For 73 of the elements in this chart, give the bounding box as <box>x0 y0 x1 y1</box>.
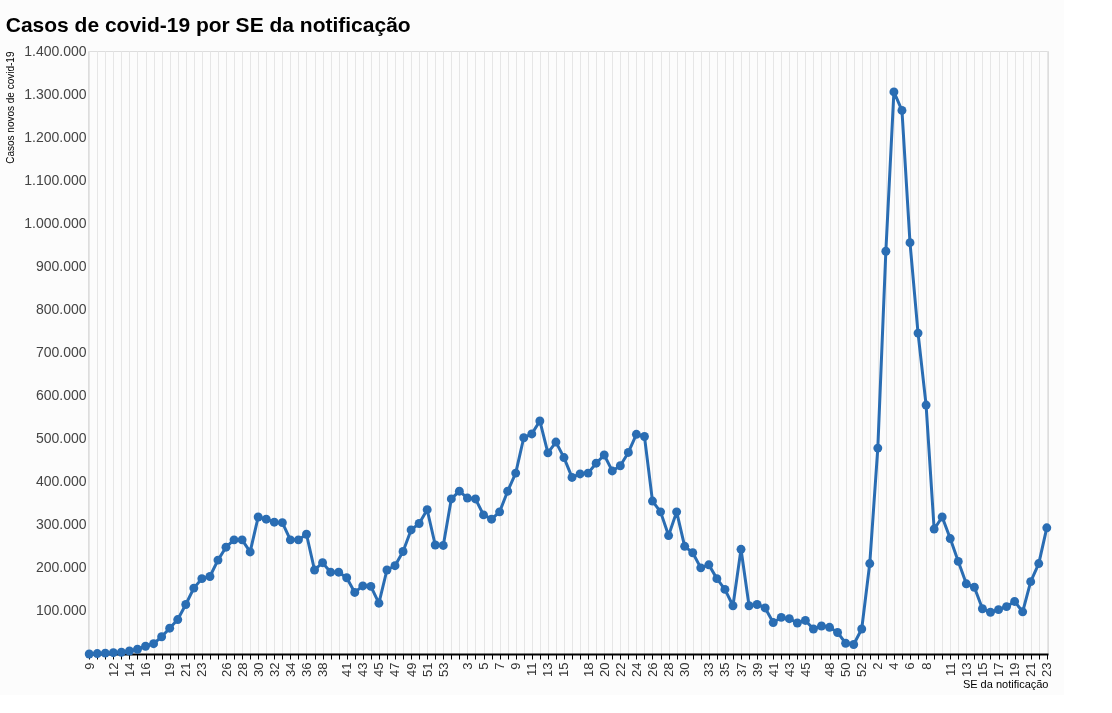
y-tick-label: 700.000 <box>35 344 87 360</box>
x-tick-label: 12 <box>105 662 121 677</box>
x-tick-label: 17 <box>991 662 1007 677</box>
y-tick-label: 400.000 <box>35 473 87 490</box>
x-tick-label: 20 <box>596 662 612 677</box>
y-tick-label: 1.200.000 <box>24 128 87 145</box>
chart-title: Casos de covid-19 por SE da notificação <box>5 13 411 36</box>
x-tick-label: 34 <box>282 662 298 677</box>
x-tick-label: 30 <box>250 662 266 677</box>
x-tick-label: 3 <box>459 662 475 670</box>
y-tick-label: 500.000 <box>35 430 87 447</box>
y-axis-title: Casos novos de covid-19 <box>5 51 17 164</box>
x-tick-label: 43 <box>355 662 371 677</box>
y-tick-label: 1.400.000 <box>24 42 87 59</box>
x-tick-label: 36 <box>298 662 314 677</box>
x-tick-label: 21 <box>178 662 194 677</box>
x-tick-label: 11 <box>942 662 958 676</box>
x-tick-label: 7 <box>492 662 508 670</box>
x-tick-label: 21 <box>1023 662 1039 677</box>
x-tick-label: 15 <box>974 662 990 677</box>
y-tick-label: 1.300.000 <box>24 85 87 102</box>
x-tick-label: 30 <box>677 662 693 677</box>
y-tick-label: 100.000 <box>35 602 87 619</box>
x-tick-label: 43 <box>781 662 797 677</box>
x-tick-label: 35 <box>717 662 733 677</box>
x-tick-label: 45 <box>371 662 387 677</box>
x-tick-label: 41 <box>765 662 781 677</box>
x-tick-label: 2 <box>870 662 886 670</box>
y-tick-label: 300.000 <box>35 516 87 533</box>
x-tick-label: 14 <box>121 662 137 677</box>
y-tick-label: 1.100.000 <box>24 171 87 188</box>
x-tick-label: 52 <box>854 662 870 677</box>
x-tick-label: 9 <box>508 662 524 670</box>
x-tick-label: 19 <box>162 662 178 677</box>
x-tick-label: 8 <box>918 662 934 670</box>
x-tick-label: 23 <box>194 662 210 677</box>
x-tick-label: 22 <box>612 662 628 677</box>
x-tick-label: 41 <box>339 662 355 677</box>
x-tick-label: 28 <box>661 662 677 677</box>
y-tick-label: 900.000 <box>35 257 87 274</box>
x-tick-label: 11 <box>524 662 540 676</box>
x-tick-label: 49 <box>403 662 419 677</box>
x-tick-label: 19 <box>1007 662 1023 677</box>
y-tick-label: 600.000 <box>35 387 87 404</box>
x-tick-label: 32 <box>266 662 282 677</box>
y-tick-label: 800.000 <box>35 300 87 317</box>
y-tick-label: 200.000 <box>35 559 87 576</box>
x-tick-label: 16 <box>138 662 154 677</box>
x-tick-label: 38 <box>315 662 331 677</box>
x-tick-label: 37 <box>733 662 749 677</box>
x-tick-label: 18 <box>580 662 596 677</box>
x-tick-label: 47 <box>387 662 403 677</box>
x-tick-label: 6 <box>902 662 918 670</box>
x-tick-label: 48 <box>822 662 838 677</box>
x-tick-label: 39 <box>749 662 765 677</box>
y-tick-label: 1.000.000 <box>24 214 87 231</box>
x-tick-label: 15 <box>556 662 572 677</box>
x-tick-label: 23 <box>1039 662 1055 677</box>
x-tick-label: 13 <box>958 662 974 677</box>
x-tick-label: 53 <box>435 662 451 677</box>
x-tick-label: 13 <box>540 662 556 677</box>
x-tick-label: 26 <box>218 662 234 677</box>
x-tick-label: 24 <box>628 662 644 677</box>
x-tick-label: 51 <box>419 662 435 677</box>
x-tick-label: 33 <box>701 662 717 677</box>
x-tick-label: 9 <box>81 662 97 670</box>
x-tick-label: 50 <box>838 662 854 677</box>
x-tick-label: 28 <box>234 662 250 677</box>
x-tick-label: 45 <box>797 662 813 677</box>
x-axis-title: SE da notificação <box>962 677 1049 690</box>
x-tick-label: 4 <box>886 662 902 670</box>
x-tick-label: 26 <box>644 662 660 677</box>
x-tick-label: 5 <box>476 662 492 670</box>
